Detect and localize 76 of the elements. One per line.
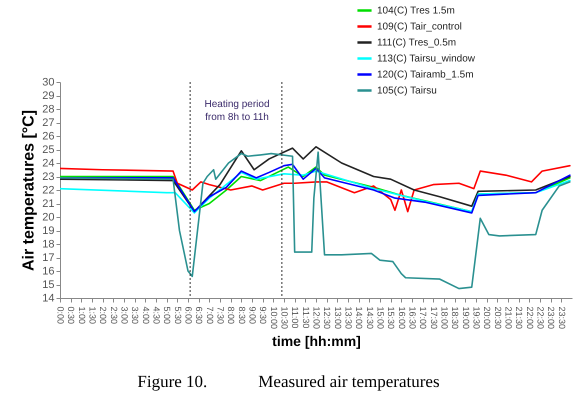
y-tick-label: 14 xyxy=(42,292,54,304)
x-tick-label: 19:30 xyxy=(472,306,482,330)
y-tick-label: 28 xyxy=(42,104,54,116)
x-tick-label: 6:30 xyxy=(194,306,204,324)
x-tick-label: 15:00 xyxy=(376,306,386,330)
y-tick-label: 24 xyxy=(42,158,54,170)
x-tick-label: 14:30 xyxy=(364,306,375,330)
y-tick-label: 16 xyxy=(42,266,54,278)
x-tick-label: 1:30 xyxy=(88,306,98,324)
x-tick-label: 18:00 xyxy=(440,306,450,330)
x-tick-label: 20:30 xyxy=(492,306,503,330)
x-tick-label: 0:30 xyxy=(66,306,76,324)
x-tick-label: 16:00 xyxy=(396,306,407,330)
x-tick-label: 19:00 xyxy=(460,306,471,330)
x-tick-label: 17:00 xyxy=(418,306,428,330)
legend-label: 111(C) Tres_0.5m xyxy=(377,38,456,48)
y-tick-label: 18 xyxy=(42,238,54,250)
y-tick-label: 26 xyxy=(42,130,54,142)
y-tick-label: 25 xyxy=(42,144,54,156)
x-tick-label: 10:30 xyxy=(280,306,290,330)
y-axis-title: Air temperatures [°C] xyxy=(20,110,38,272)
x-tick-label: 3:30 xyxy=(130,306,140,324)
y-tick-label: 15 xyxy=(42,279,54,291)
x-tick-label: 10:00 xyxy=(268,306,279,330)
x-tick-label: 20:00 xyxy=(482,306,492,330)
y-tick-label: 27 xyxy=(42,117,54,129)
x-tick-label: 13:00 xyxy=(332,306,343,330)
x-tick-label: 8:00 xyxy=(226,306,236,324)
x-tick-label: 17:30 xyxy=(428,306,439,330)
x-tick-label: 16:30 xyxy=(408,306,418,330)
legend-label: 113(C) Tairsu_window xyxy=(377,54,476,64)
x-tick-label: 5:30 xyxy=(172,306,183,324)
x-tick-label: 4:30 xyxy=(152,306,162,324)
y-tick-label: 22 xyxy=(42,184,54,196)
legend-label: 109(C) Tair_control xyxy=(377,22,462,32)
x-tick-label: 1:00 xyxy=(76,306,87,324)
x-tick-label: 11:00 xyxy=(290,306,300,328)
x-tick-label: 13:30 xyxy=(344,306,354,330)
x-tick-label: 14:00 xyxy=(354,306,364,330)
annotation: Heating period from 8h to 11h xyxy=(204,99,270,123)
legend-label: 104(C) Tres 1.5m xyxy=(377,6,455,16)
y-tick-label: 23 xyxy=(42,171,54,183)
x-tick-label: 15:30 xyxy=(386,306,396,330)
y-tick-label: 17 xyxy=(42,252,54,264)
x-tick-label: 11:30 xyxy=(300,306,311,328)
x-tick-label: 21:30 xyxy=(514,306,524,330)
x-axis-title: time [hh:mm] xyxy=(272,333,361,350)
x-tick-label: 9:30 xyxy=(258,306,268,324)
y-tick-label: 30 xyxy=(42,76,54,88)
x-tick-label: 9:00 xyxy=(248,306,258,324)
y-tick-label: 29 xyxy=(42,90,54,102)
x-tick-label: 22:30 xyxy=(536,306,546,330)
x-tick-label: 23:30 xyxy=(556,306,567,330)
x-tick-label: 3:00 xyxy=(120,306,130,324)
x-tick-label: 7:30 xyxy=(216,306,226,324)
x-tick-label: 4:00 xyxy=(140,306,151,324)
y-tick-label: 20 xyxy=(42,212,54,224)
x-tick-label: 7:00 xyxy=(204,306,215,324)
x-tick-label: 2:00 xyxy=(98,306,108,324)
x-tick-label: 2:30 xyxy=(108,306,119,324)
x-tick-label: 22:00 xyxy=(524,306,535,330)
legend-label: 105(C) Tairsu xyxy=(377,86,437,96)
legend-label: 120(C) Tairamb_1.5m xyxy=(377,70,474,80)
x-tick-label: 12:00 xyxy=(312,306,322,330)
x-tick-label: 23:00 xyxy=(546,306,556,330)
x-tick-label: 21:00 xyxy=(504,306,514,330)
line-series xyxy=(60,151,571,290)
caption: Figure 10. Measured air temperatures xyxy=(136,372,441,392)
x-tick-label: 6:00 xyxy=(184,306,194,324)
x-tick-label: 12:30 xyxy=(322,306,332,330)
y-tick-label: 19 xyxy=(42,225,54,237)
y-tick-label: 21 xyxy=(42,198,54,210)
x-tick-label: 8:30 xyxy=(236,306,247,324)
x-tick-label: 0:00 xyxy=(56,306,66,324)
x-tick-label: 5:00 xyxy=(162,306,172,324)
x-tick-label: 18:30 xyxy=(450,306,460,330)
